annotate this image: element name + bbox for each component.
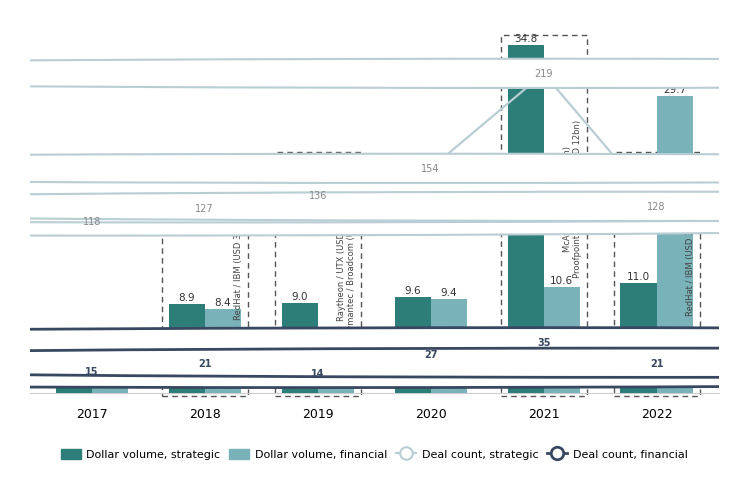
Circle shape bbox=[0, 180, 741, 210]
Text: 35: 35 bbox=[537, 337, 551, 348]
Bar bbox=[205, 310, 241, 394]
Text: 9.0: 9.0 bbox=[291, 291, 308, 301]
Text: 5.4: 5.4 bbox=[65, 327, 82, 337]
Bar bbox=[92, 358, 128, 394]
Bar bbox=[657, 97, 693, 394]
Bar bbox=[282, 304, 318, 394]
Text: 9.4: 9.4 bbox=[440, 288, 457, 297]
Text: 34.8: 34.8 bbox=[514, 34, 537, 44]
Bar bbox=[169, 305, 205, 394]
Bar bbox=[318, 345, 354, 394]
Text: 21: 21 bbox=[198, 358, 211, 368]
Text: 154: 154 bbox=[422, 164, 440, 174]
Text: RedHat / IBM (USD 34bn): RedHat / IBM (USD 34bn) bbox=[234, 214, 243, 319]
Bar bbox=[620, 284, 657, 394]
Circle shape bbox=[0, 192, 741, 221]
Text: 128: 128 bbox=[648, 202, 666, 212]
Text: 10.6: 10.6 bbox=[550, 276, 574, 285]
Text: McAfee / CPP (USD 14bn)
Proofpoint / Thoma Bravo (USD 12bn): McAfee / CPP (USD 14bn) Proofpoint / Tho… bbox=[562, 120, 582, 277]
Circle shape bbox=[0, 207, 741, 236]
Bar bbox=[56, 340, 92, 394]
Text: 27: 27 bbox=[424, 349, 437, 359]
Text: 14: 14 bbox=[311, 368, 325, 378]
Text: 136: 136 bbox=[308, 190, 327, 200]
Circle shape bbox=[0, 60, 741, 89]
Text: 118: 118 bbox=[82, 216, 101, 227]
Circle shape bbox=[0, 340, 741, 369]
Text: 15: 15 bbox=[85, 367, 99, 377]
Text: 21: 21 bbox=[650, 358, 663, 368]
Circle shape bbox=[0, 348, 741, 378]
Text: 3.6: 3.6 bbox=[102, 345, 118, 355]
Bar bbox=[508, 47, 544, 394]
Circle shape bbox=[0, 155, 741, 183]
Text: 11.0: 11.0 bbox=[627, 271, 650, 281]
Bar bbox=[431, 300, 467, 394]
Text: 29.7: 29.7 bbox=[663, 85, 686, 95]
Text: Raytheon / UTX (USD 33bn)
Symantec / Broadcom (USD 11bn): Raytheon / UTX (USD 33bn) Symantec / Bro… bbox=[336, 191, 356, 334]
Legend: Dollar volume, strategic, Dollar volume, financial, Deal count, strategic, Deal : Dollar volume, strategic, Dollar volume,… bbox=[56, 444, 692, 464]
Text: RedHat / IBM (USD 34bn): RedHat / IBM (USD 34bn) bbox=[686, 210, 695, 315]
Circle shape bbox=[0, 328, 741, 357]
Circle shape bbox=[0, 348, 741, 378]
Text: 4.9: 4.9 bbox=[328, 332, 344, 342]
Text: 9.6: 9.6 bbox=[405, 285, 421, 295]
Circle shape bbox=[0, 357, 741, 386]
Bar bbox=[394, 298, 431, 394]
Text: 219: 219 bbox=[534, 69, 553, 79]
Text: 8.4: 8.4 bbox=[214, 297, 231, 307]
Text: 127: 127 bbox=[196, 204, 214, 214]
Bar bbox=[544, 288, 579, 394]
Circle shape bbox=[0, 194, 741, 223]
Text: 8.9: 8.9 bbox=[179, 292, 195, 302]
Circle shape bbox=[0, 359, 741, 388]
